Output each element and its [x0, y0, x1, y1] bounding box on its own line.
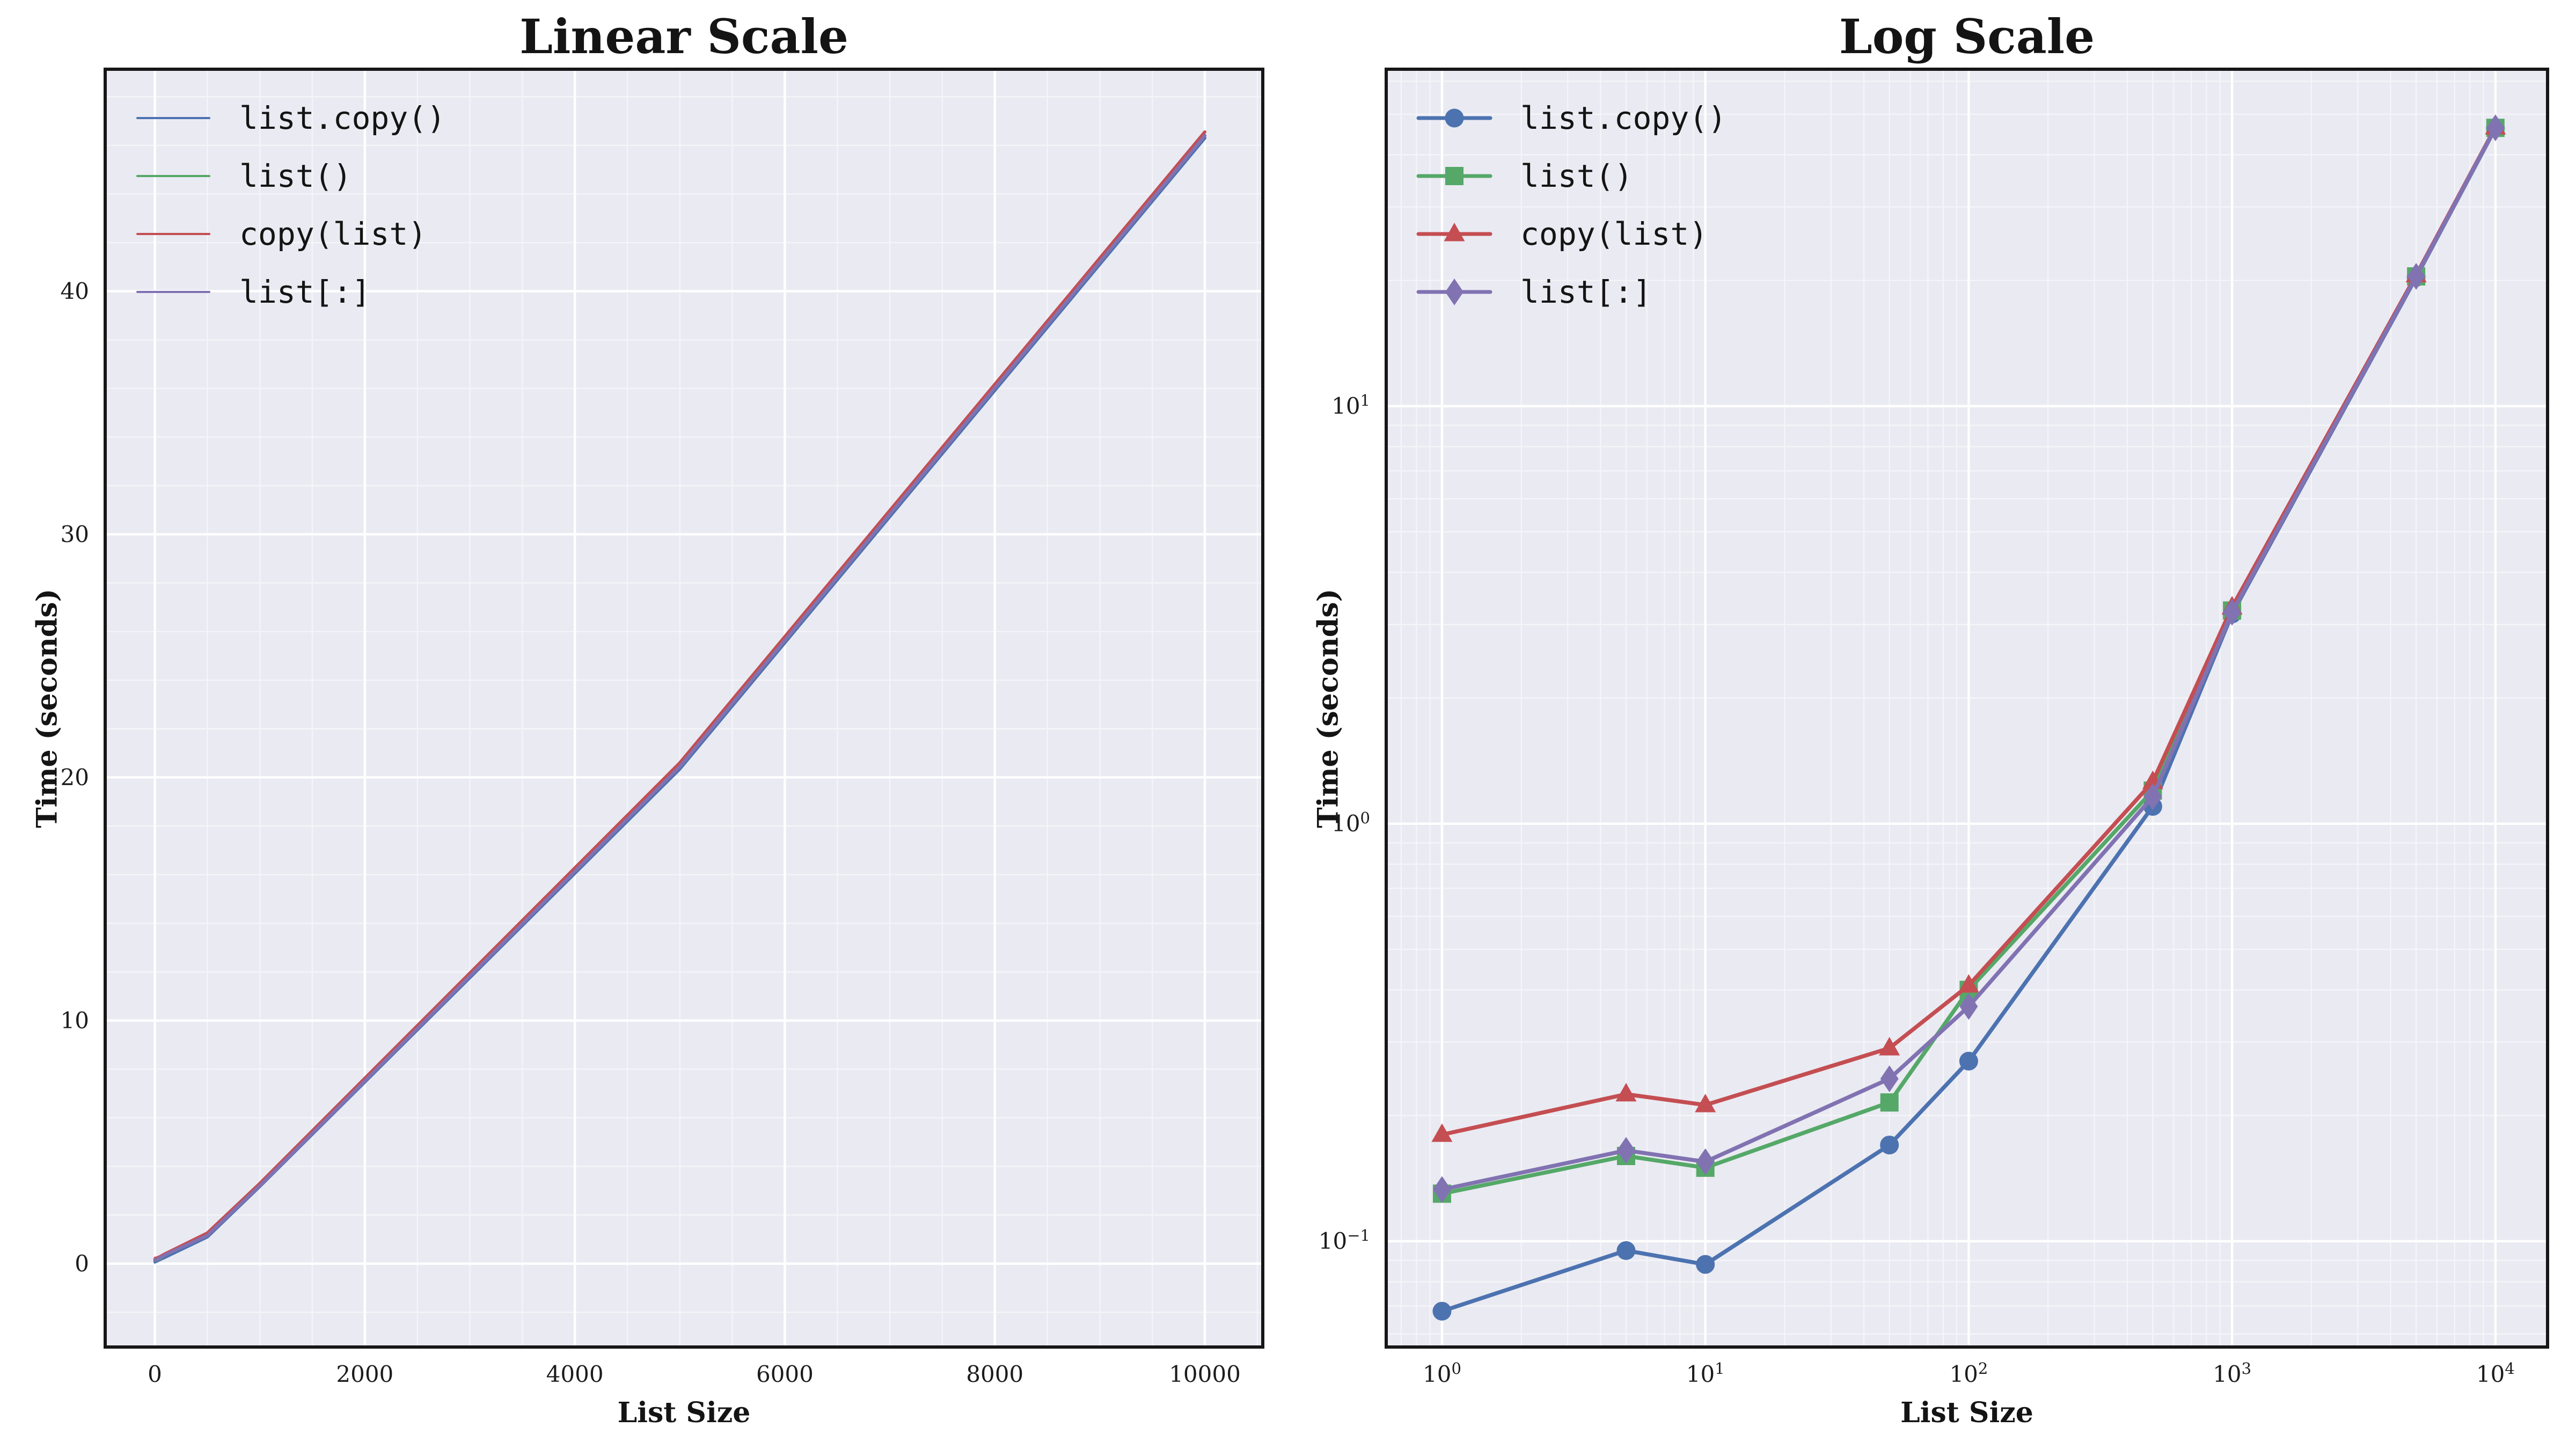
series-list [1432, 114, 2505, 1203]
x-tick-label: 10000 [1169, 1361, 1241, 1387]
x-tick-label: 102 [1949, 1359, 1988, 1388]
data-point-marker [1959, 1051, 1978, 1071]
x-tick-label: 6000 [756, 1361, 814, 1387]
data-point-marker [1431, 1123, 1453, 1142]
x-tick-label: 0 [148, 1361, 162, 1387]
legend-item-list: list[:] [135, 263, 445, 321]
legend-linear: list.copy() list() copy(list) list[:] [135, 89, 445, 321]
y-tick-label: 10 [60, 1007, 89, 1034]
legend-sample-circle-icon [136, 117, 210, 119]
plot-canvas [105, 69, 1263, 1347]
legend-item-copy-list: copy(list) [135, 205, 445, 263]
legend-label: list[:] [1520, 274, 1652, 310]
x-tick-label: 103 [2213, 1359, 2252, 1388]
data-point-marker [1696, 1148, 1715, 1175]
grid-minor [105, 69, 1263, 1347]
legend-label: list[:] [239, 274, 371, 310]
legend-item-list: list() [135, 147, 445, 205]
data-point-marker [1432, 1301, 1452, 1321]
legend-item-list: list() [1416, 147, 1726, 205]
x-tick-label: 8000 [966, 1361, 1024, 1387]
legend-item-list-copy: list.copy() [1416, 89, 1726, 147]
y-tick-label: 100 [1331, 808, 1370, 837]
plot-area-linear [105, 69, 1263, 1347]
y-tick-label: 101 [1331, 391, 1370, 419]
legend-item-list-copy: list.copy() [135, 89, 445, 147]
x-tick-label: 101 [1686, 1359, 1725, 1388]
legend-item-copy-list: copy(list) [1416, 205, 1726, 263]
data-point-marker [1616, 1241, 1636, 1260]
data-point-marker [1958, 974, 1979, 993]
series-markers-list [1432, 114, 2505, 1203]
legend-sample-diamond-icon [1416, 279, 1492, 305]
series-line-list [153, 134, 1206, 1262]
legend-label: copy(list) [1520, 216, 1708, 252]
y-tick-label: 10−1 [1318, 1226, 1370, 1254]
legend-label: list() [1520, 158, 1633, 194]
legend-log: list.copy() list() copy(list) list[:] [1416, 89, 1726, 321]
data-point-marker [2223, 598, 2242, 626]
data-point-marker [1880, 1065, 1899, 1093]
chart-title-log: Log Scale [1839, 9, 2095, 64]
legend-label: list() [239, 158, 352, 194]
legend-item-list: list[:] [1416, 263, 1726, 321]
x-tick-label: 4000 [546, 1361, 604, 1387]
data-point-marker [1879, 1037, 1900, 1056]
data-point-marker [1615, 1082, 1637, 1102]
series-list [153, 134, 1206, 1262]
legend-label: list.copy() [1520, 100, 1727, 136]
legend-label: list.copy() [239, 100, 446, 136]
plot-area-log [1386, 69, 2548, 1347]
legend-sample-diamond-icon [136, 291, 210, 293]
x-tick-label: 104 [2476, 1359, 2515, 1388]
x-tick-label: 2000 [336, 1361, 394, 1387]
y-axis-label-log: Time (seconds) [1312, 588, 1345, 828]
grid-major [105, 69, 1263, 1347]
x-axis-label-linear: List Size [617, 1396, 751, 1429]
legend-sample-square-icon [1416, 167, 1492, 185]
data-point-marker [1432, 1176, 1451, 1203]
y-tick-label: 0 [75, 1250, 89, 1277]
data-point-marker [1959, 993, 1978, 1020]
data-point-marker [1616, 1137, 1635, 1164]
legend-sample-square-icon [136, 175, 210, 177]
data-point-marker [1696, 1255, 1715, 1274]
data-point-marker [2143, 783, 2162, 810]
y-tick-label: 20 [60, 764, 89, 791]
data-point-marker [1880, 1136, 1899, 1155]
x-tick-label: 100 [1422, 1359, 1461, 1388]
data-point-marker [2407, 263, 2426, 290]
y-tick-label: 30 [60, 521, 89, 547]
chart-title-linear: Linear Scale [519, 9, 848, 64]
legend-label: copy(list) [239, 216, 427, 252]
data-point-marker [2486, 114, 2505, 142]
x-axis-label-log: List Size [1900, 1396, 2033, 1429]
legend-sample-circle-icon [1416, 108, 1492, 128]
plot-canvas [1386, 69, 2548, 1347]
grid-minor [1386, 69, 2548, 1347]
data-point-marker [1880, 1093, 1899, 1112]
data-point-marker [1695, 1093, 1716, 1113]
legend-sample-triangle-icon [1416, 223, 1492, 241]
y-tick-label: 40 [60, 277, 89, 304]
legend-sample-triangle-icon [136, 233, 210, 235]
series-markers-copy-list [1431, 116, 2506, 1142]
